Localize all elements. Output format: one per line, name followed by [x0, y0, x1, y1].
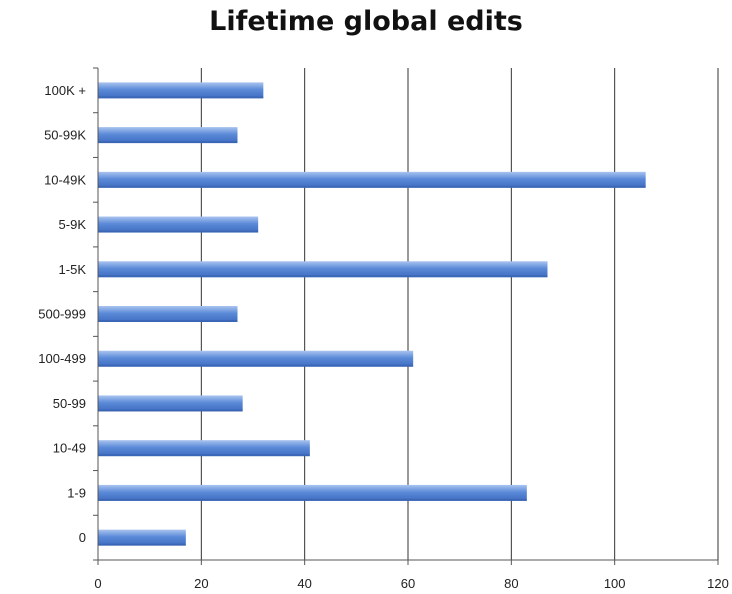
bar-1-5k [98, 261, 548, 278]
y-tick-label: 5-9K [59, 217, 87, 232]
bar-1-9 [98, 484, 527, 501]
x-tick-label: 60 [401, 576, 415, 591]
chart-title: Lifetime global edits [209, 6, 523, 37]
x-tick-label: 20 [194, 576, 208, 591]
bar-shadow [98, 454, 310, 457]
bar-500-999 [98, 306, 238, 322]
y-tick-label: 500-999 [38, 307, 86, 322]
x-tick-label: 80 [504, 576, 518, 591]
bar-shadow [98, 320, 238, 322]
bar-100-499 [98, 350, 414, 367]
y-tick-label: 10-49 [53, 441, 86, 456]
bar-50-99k [98, 127, 238, 144]
axes: 100K + 50-99K 10-49K 5-9K 1-5K 500-999 100-499… [38, 67, 729, 591]
bar-50-99 [98, 395, 243, 412]
bar-shadow [98, 230, 259, 233]
y-tick-label: 1-9 [67, 485, 86, 500]
bar-shadow [98, 498, 527, 501]
y-tick-label: 50-99K [44, 128, 86, 143]
bar-shadow [98, 141, 238, 144]
bar-100k [98, 82, 264, 99]
bar-shadow [98, 96, 264, 99]
x-tick-label: 100 [604, 576, 626, 591]
y-tick-label: 100K + [44, 83, 86, 98]
y-tick-label: 1-5K [59, 262, 87, 277]
bar-10-49 [98, 440, 310, 457]
bars [98, 82, 646, 546]
x-tick-label: 120 [707, 576, 729, 591]
x-tick-label: 0 [94, 576, 101, 591]
y-tick-label: 50-99 [53, 396, 86, 411]
x-tick-label: 40 [297, 576, 311, 591]
gridlines [200, 68, 719, 560]
bar-5-9k [98, 216, 259, 233]
bar-shadow [98, 409, 243, 412]
y-tick-label: 100-499 [38, 351, 86, 366]
bar-0 [98, 529, 186, 546]
bar-shadow [98, 185, 646, 188]
y-tick-label: 10-49K [44, 172, 86, 187]
bar-shadow [98, 543, 186, 546]
bar-shadow [98, 364, 414, 367]
y-tick-label: 0 [79, 530, 86, 545]
bar-shadow [98, 275, 548, 278]
bar-10-49k [98, 171, 646, 188]
